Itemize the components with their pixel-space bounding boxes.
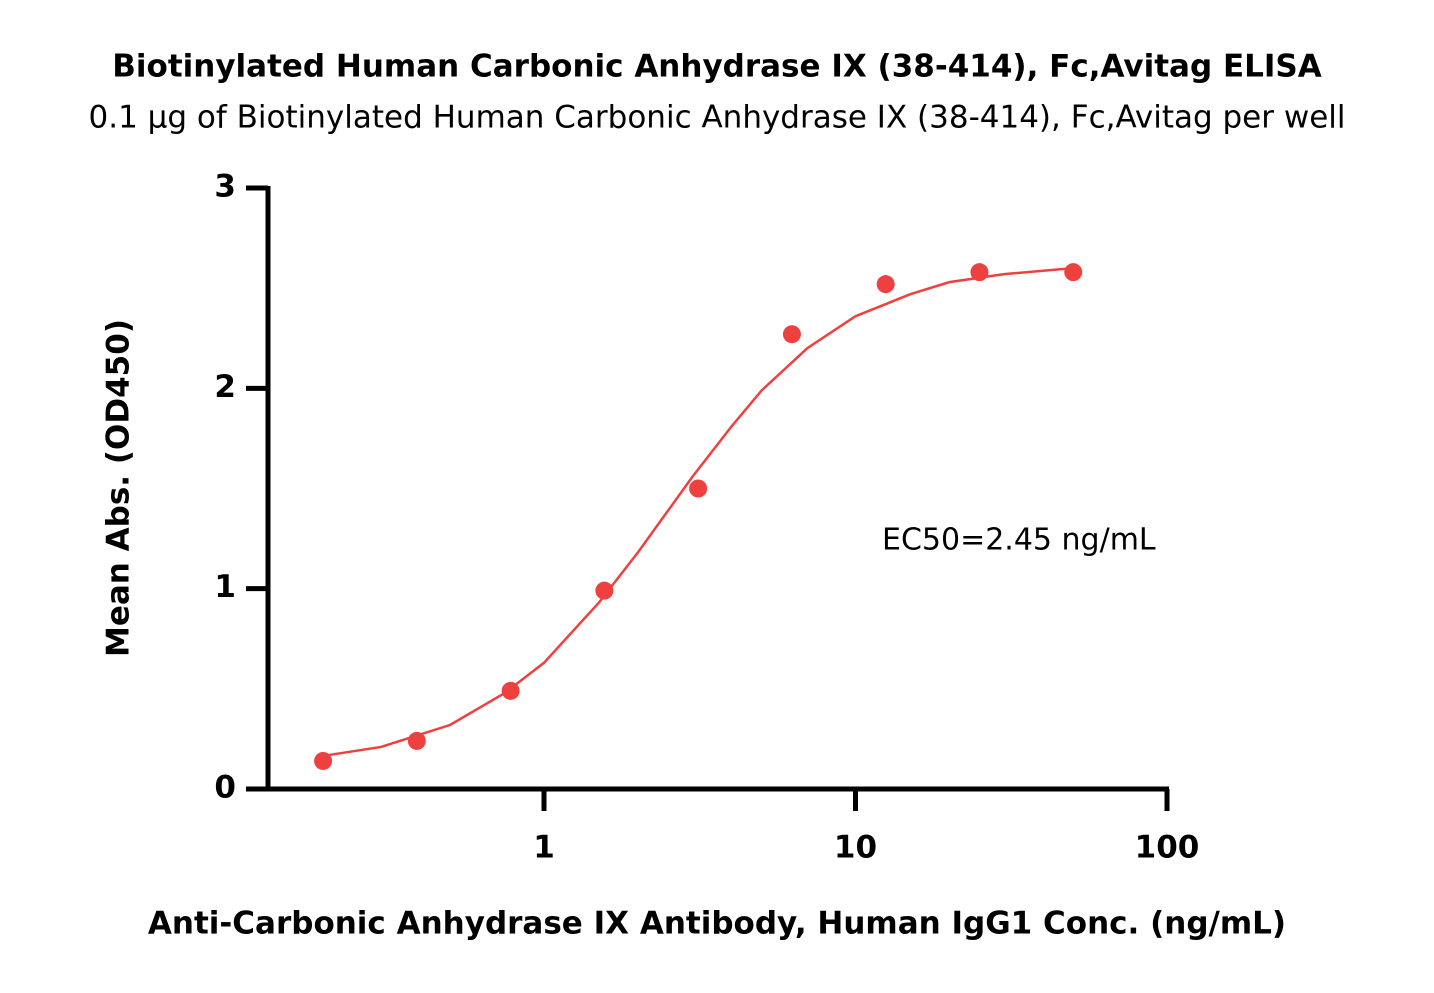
chart-title: Biotinylated Human Carbonic Anhydrase IX… — [112, 49, 1321, 85]
x-tick-label: 1 — [533, 830, 555, 866]
data-point — [595, 581, 614, 600]
data-point — [407, 731, 426, 750]
y-tick-label: 0 — [214, 770, 236, 806]
y-axis-title: Mean Abs. (OD450) — [101, 319, 137, 657]
data-point — [970, 263, 989, 282]
data-point — [689, 479, 708, 498]
y-tick-label: 2 — [214, 369, 236, 405]
x-tick-label: 10 — [834, 830, 877, 866]
annotation: EC50=2.45 ng/mL — [882, 523, 1156, 558]
data-point — [876, 275, 895, 294]
fit-curve — [322, 266, 1074, 758]
y-tick-label: 1 — [214, 569, 236, 605]
chart-subtitle: 0.1 μg of Biotinylated Human Carbonic An… — [89, 100, 1346, 136]
data-point — [314, 751, 333, 770]
data-point — [1064, 263, 1083, 282]
data-point — [782, 325, 801, 344]
x-axis-title: Anti-Carbonic Anhydrase IX Antibody, Hum… — [148, 906, 1286, 942]
y-tick-label: 3 — [214, 169, 236, 205]
data-point — [501, 681, 520, 700]
x-tick-label: 100 — [1135, 830, 1200, 866]
